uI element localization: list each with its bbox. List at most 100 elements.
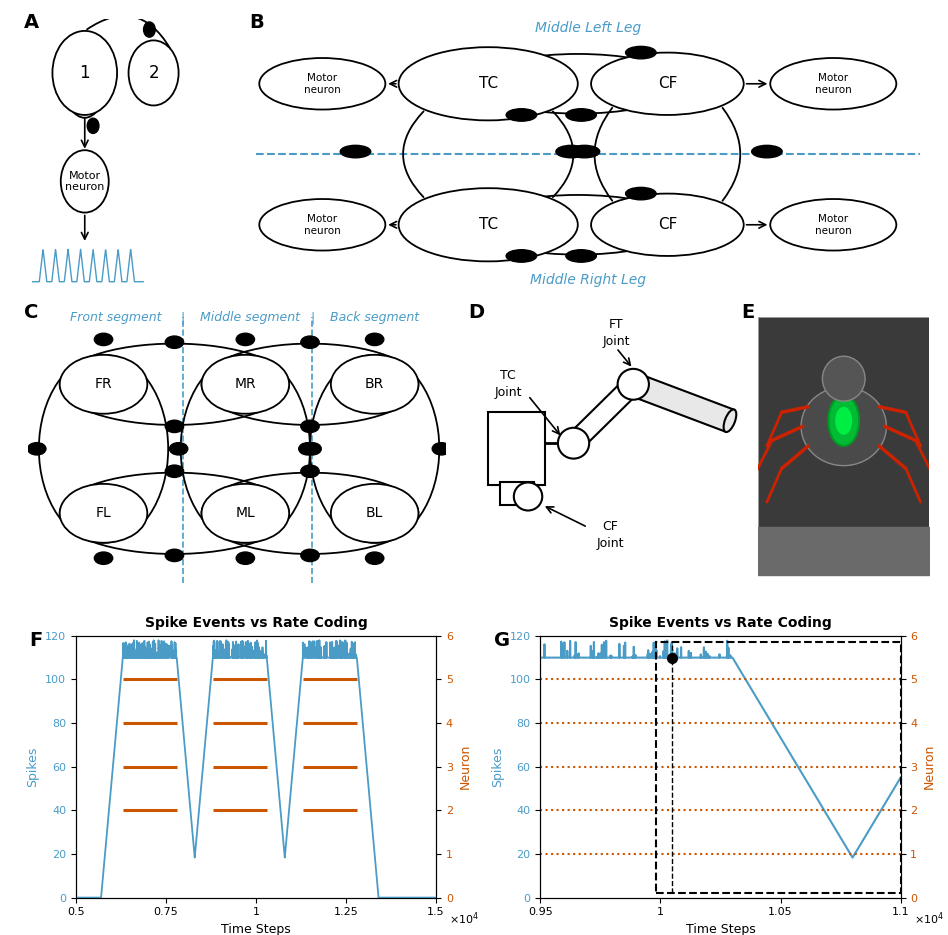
Text: Joint: Joint [596,537,625,550]
Circle shape [566,250,596,262]
Circle shape [557,428,589,459]
Ellipse shape [823,356,865,401]
Circle shape [95,552,113,565]
Text: |: | [310,311,314,324]
Text: TC: TC [479,77,498,92]
Circle shape [260,58,385,109]
Circle shape [592,194,743,256]
Text: D: D [468,303,484,322]
Text: Motor
neuron: Motor neuron [304,73,340,94]
Text: Middle Left Leg: Middle Left Leg [535,22,641,36]
Text: Back segment: Back segment [330,311,419,324]
Circle shape [301,420,319,433]
Circle shape [752,145,782,158]
Text: E: E [741,303,755,322]
Circle shape [770,199,896,251]
Text: TC: TC [501,368,516,381]
Text: $\times10^4$: $\times10^4$ [449,911,480,928]
Text: Motor
neuron: Motor neuron [65,170,104,193]
Text: FT: FT [609,318,624,331]
Text: ML: ML [235,507,255,520]
Circle shape [260,199,385,251]
Circle shape [331,484,418,542]
Circle shape [829,396,859,446]
Circle shape [366,333,384,346]
X-axis label: Time Steps: Time Steps [685,923,756,935]
Circle shape [618,369,649,400]
Circle shape [366,552,384,565]
Text: FR: FR [95,378,112,391]
Circle shape [569,145,600,158]
Circle shape [87,118,99,134]
Circle shape [506,250,537,262]
Text: Middle Right Leg: Middle Right Leg [530,273,646,287]
Circle shape [340,145,371,158]
Polygon shape [567,378,640,450]
Circle shape [303,442,321,455]
Circle shape [202,355,289,414]
Text: BR: BR [365,378,384,391]
Text: $\times10^4$: $\times10^4$ [914,911,944,928]
Bar [656,642,901,893]
Ellipse shape [723,410,737,432]
Circle shape [236,333,254,346]
Circle shape [331,355,418,414]
Circle shape [165,549,184,562]
Circle shape [301,549,319,562]
FancyArrowPatch shape [70,108,100,118]
Circle shape [143,22,155,37]
Circle shape [566,108,596,122]
FancyArrowPatch shape [594,108,612,201]
Text: CF: CF [603,520,618,533]
Title: Spike Events vs Rate Coding: Spike Events vs Rate Coding [610,616,831,630]
Text: A: A [25,13,40,33]
Circle shape [626,187,656,200]
Text: Motor
neuron: Motor neuron [304,214,340,236]
Title: Spike Events vs Rate Coding: Spike Events vs Rate Coding [145,616,367,630]
Text: MR: MR [234,378,256,391]
FancyArrowPatch shape [553,111,574,197]
Ellipse shape [801,387,886,466]
Circle shape [52,31,118,115]
Text: B: B [249,13,264,33]
Circle shape [236,552,254,565]
Text: |: | [181,311,185,324]
Text: Joint: Joint [602,335,630,348]
Circle shape [299,442,317,455]
Polygon shape [629,373,734,432]
Circle shape [432,442,450,455]
FancyBboxPatch shape [758,317,929,575]
X-axis label: Time Steps: Time Steps [221,923,291,935]
Circle shape [770,58,896,109]
Circle shape [165,465,184,478]
Text: CF: CF [658,217,677,232]
Text: CF: CF [658,77,677,92]
Circle shape [165,336,184,349]
Text: C: C [25,303,39,322]
Text: FL: FL [96,507,112,520]
FancyArrowPatch shape [87,16,170,48]
Circle shape [506,108,537,122]
Y-axis label: Spikes: Spikes [27,746,40,787]
Circle shape [835,407,852,435]
Circle shape [626,47,656,59]
Text: G: G [494,630,510,650]
Y-axis label: Neuron: Neuron [923,744,936,789]
FancyArrowPatch shape [403,111,424,197]
Y-axis label: Neuron: Neuron [459,744,471,789]
Circle shape [301,465,319,478]
Circle shape [398,47,578,121]
Circle shape [95,333,113,346]
Y-axis label: Spikes: Spikes [491,746,504,787]
Circle shape [514,482,542,511]
Circle shape [61,151,109,212]
Circle shape [27,442,46,455]
FancyBboxPatch shape [500,482,534,505]
Circle shape [592,52,743,115]
FancyBboxPatch shape [488,412,545,485]
Text: 1: 1 [80,64,90,82]
Text: F: F [29,630,43,650]
Text: Motor
neuron: Motor neuron [815,214,851,236]
Circle shape [556,145,587,158]
FancyArrowPatch shape [722,108,740,201]
